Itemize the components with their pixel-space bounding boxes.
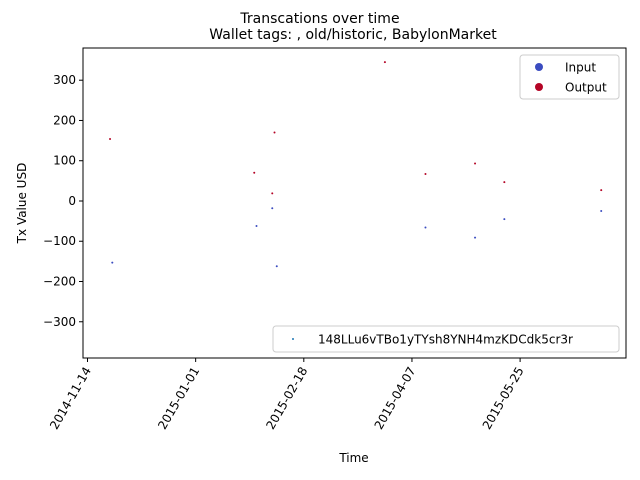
- output-point: [474, 162, 477, 165]
- output-point: [273, 131, 276, 134]
- y-tick-label: 200: [53, 113, 76, 127]
- output-point: [503, 181, 506, 184]
- input-point: [255, 224, 258, 227]
- output-point: [271, 192, 274, 195]
- figure-title: Transcations over time: [239, 11, 399, 27]
- output-point: [109, 137, 112, 140]
- output-point: [424, 173, 427, 176]
- output-point: [383, 61, 386, 64]
- legend-input-label: Input: [565, 61, 596, 75]
- y-axis-label: Tx Value USD: [15, 163, 29, 245]
- input-point: [271, 207, 274, 210]
- legend-wallet-marker: [292, 338, 294, 340]
- legend-input-marker: [535, 63, 543, 71]
- input-point: [503, 218, 506, 221]
- input-point: [474, 236, 477, 239]
- y-tick-label: −300: [43, 315, 76, 329]
- y-tick-label: 100: [53, 154, 76, 168]
- y-tick-label: −100: [43, 234, 76, 248]
- output-point: [253, 171, 256, 174]
- input-point: [275, 265, 278, 268]
- input-point: [600, 210, 603, 213]
- input-point: [424, 226, 427, 229]
- y-tick-label: −200: [43, 275, 76, 289]
- legend-output-marker: [535, 83, 543, 91]
- legend-direction: Input Output: [519, 54, 620, 100]
- plot-area-frame: [82, 47, 627, 359]
- legend-wallet: 148LLu6vTBo1yTYsh8YNH4mzKDCdk5cr3r: [272, 325, 620, 353]
- y-tick-label: 300: [53, 73, 76, 87]
- x-axis-label: Time: [338, 451, 368, 465]
- y-tick-label: 0: [68, 194, 76, 208]
- chart-title: Wallet tags: , old/historic, BabylonMark…: [209, 27, 497, 43]
- legend-wallet-label: 148LLu6vTBo1yTYsh8YNH4mzKDCdk5cr3r: [318, 333, 573, 347]
- output-point: [600, 189, 603, 192]
- input-point: [111, 261, 114, 264]
- legend-output-label: Output: [565, 81, 607, 95]
